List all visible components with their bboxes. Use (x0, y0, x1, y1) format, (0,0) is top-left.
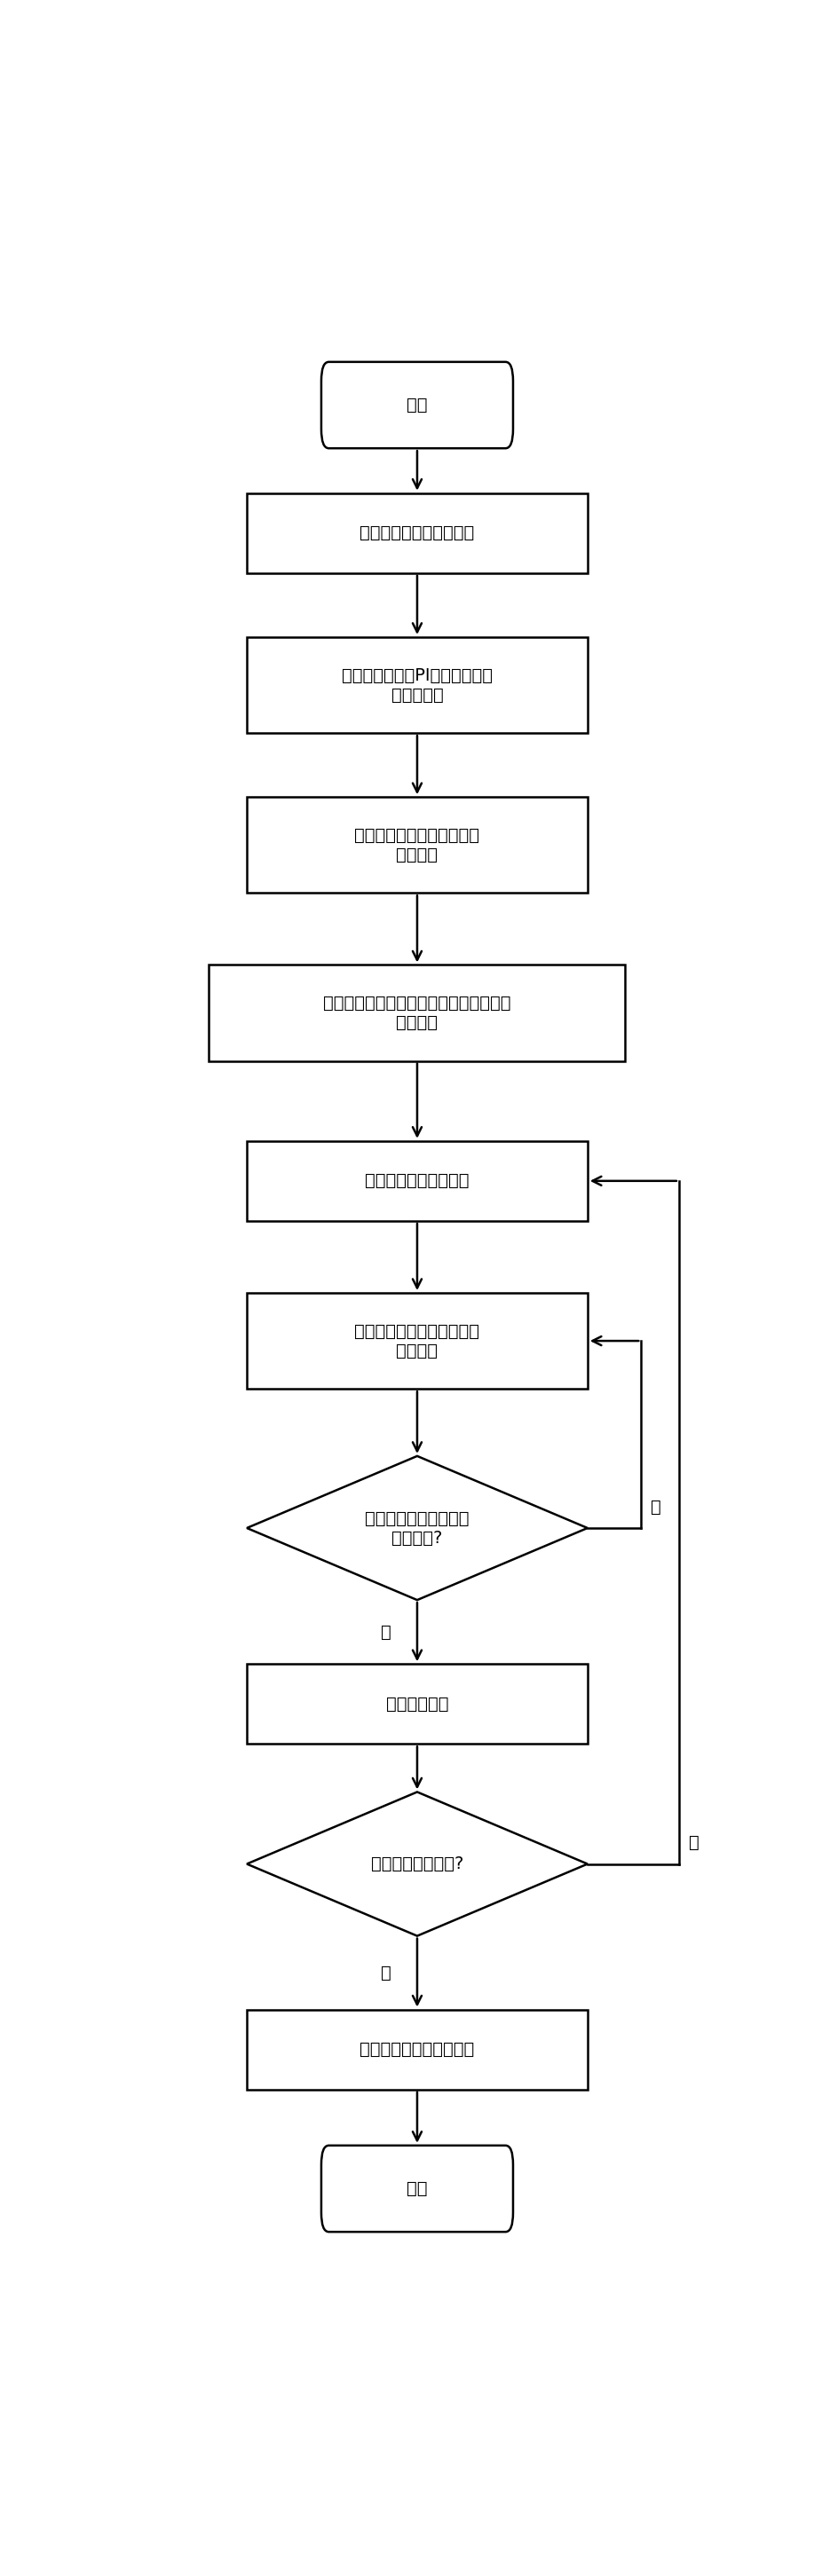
Text: 搜索是否全部结束?: 搜索是否全部结束? (371, 1855, 463, 1873)
FancyBboxPatch shape (247, 1293, 588, 1388)
FancyBboxPatch shape (209, 966, 625, 1061)
Text: 否: 否 (689, 1834, 699, 1852)
Text: 建立电流环简化数学模型: 建立电流环简化数学模型 (360, 526, 475, 541)
Polygon shape (247, 1455, 588, 1600)
FancyBboxPatch shape (247, 796, 588, 894)
FancyBboxPatch shape (247, 1141, 588, 1221)
Text: 确定人工蜂群算法中参数的
寻优空间: 确定人工蜂群算法中参数的 寻优空间 (355, 827, 479, 863)
Text: 在搜索区域调整周期内进行
蜜源搜索: 在搜索区域调整周期内进行 蜜源搜索 (355, 1321, 479, 1360)
FancyBboxPatch shape (247, 636, 588, 734)
FancyBboxPatch shape (247, 1664, 588, 1744)
Text: 建立包含分数阶PI控制器参数的
超越方程组: 建立包含分数阶PI控制器参数的 超越方程组 (342, 667, 492, 703)
Text: 调整周期内的搜索是否
全部完成?: 调整周期内的搜索是否 全部完成? (365, 1510, 470, 1546)
Text: 是: 是 (380, 1965, 391, 1981)
Text: 开始: 开始 (407, 397, 427, 415)
Text: 结束: 结束 (407, 2179, 427, 2197)
FancyBboxPatch shape (247, 2009, 588, 2089)
Text: 确定搜索出的最优参数值: 确定搜索出的最优参数值 (360, 2040, 475, 2058)
FancyBboxPatch shape (247, 492, 588, 572)
Text: 改变搜索区域: 改变搜索区域 (386, 1695, 449, 1713)
FancyBboxPatch shape (322, 361, 513, 448)
Text: 确定人工蜂群算法中目标函数和适应度值
计算方法: 确定人工蜂群算法中目标函数和适应度值 计算方法 (323, 994, 511, 1030)
Text: 是: 是 (380, 1623, 391, 1641)
FancyBboxPatch shape (322, 2146, 513, 2231)
Polygon shape (247, 1793, 588, 1937)
Text: 人工蜂群进行蜜源搜索: 人工蜂群进行蜜源搜索 (365, 1172, 470, 1190)
Text: 否: 否 (650, 1499, 661, 1515)
